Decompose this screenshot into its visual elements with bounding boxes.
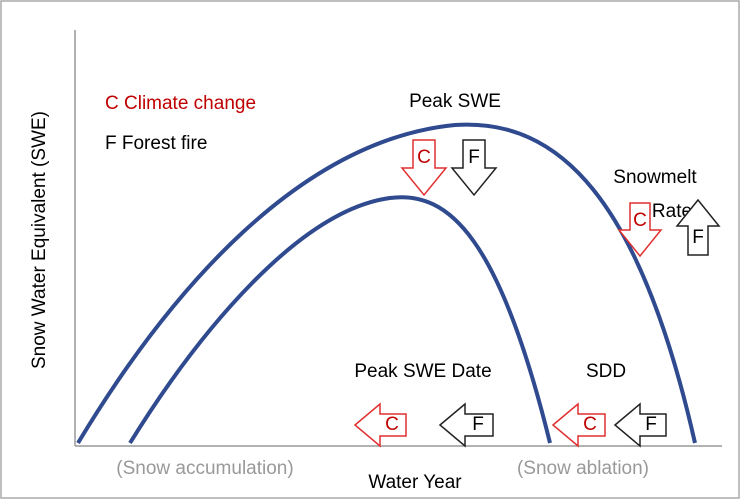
curve-baseline bbox=[76, 122, 697, 445]
peak-swe-label: Peak SWE bbox=[409, 91, 501, 112]
arrow-label: C bbox=[633, 210, 647, 231]
arrow-down bbox=[450, 139, 498, 197]
curve-changed bbox=[128, 195, 552, 445]
arrow-left bbox=[551, 402, 606, 448]
arrow-up bbox=[675, 198, 721, 256]
arrow-label: C bbox=[385, 414, 399, 435]
accumulation-label: (Snow accumulation) bbox=[116, 458, 293, 479]
arrow-label: C bbox=[417, 147, 431, 168]
arrow-left bbox=[353, 402, 407, 448]
arrow-left bbox=[438, 402, 494, 448]
arrow-down bbox=[400, 139, 448, 197]
arrow-label: F bbox=[468, 147, 480, 168]
arrow-left bbox=[613, 402, 667, 448]
peak-swe-date-label: Peak SWE Date bbox=[354, 361, 491, 382]
arrow-label: F bbox=[472, 414, 484, 435]
y-axis-label: Snow Water Equivalent (SWE) bbox=[29, 111, 50, 369]
snowmelt-label: Snowmelt bbox=[613, 167, 697, 188]
arrow-down bbox=[617, 202, 663, 258]
arrow-label: F bbox=[692, 227, 704, 248]
arrow-label: C bbox=[583, 414, 597, 435]
sdd-label: SDD bbox=[586, 361, 626, 382]
ablation-label: (Snow ablation) bbox=[517, 458, 649, 479]
x-axis-label: Water Year bbox=[368, 472, 462, 493]
rate-label: Rate bbox=[652, 201, 692, 222]
legend-fire: F Forest fire bbox=[105, 133, 207, 154]
legend-climate: C Climate change bbox=[105, 93, 256, 114]
arrow-label: F bbox=[645, 414, 657, 435]
